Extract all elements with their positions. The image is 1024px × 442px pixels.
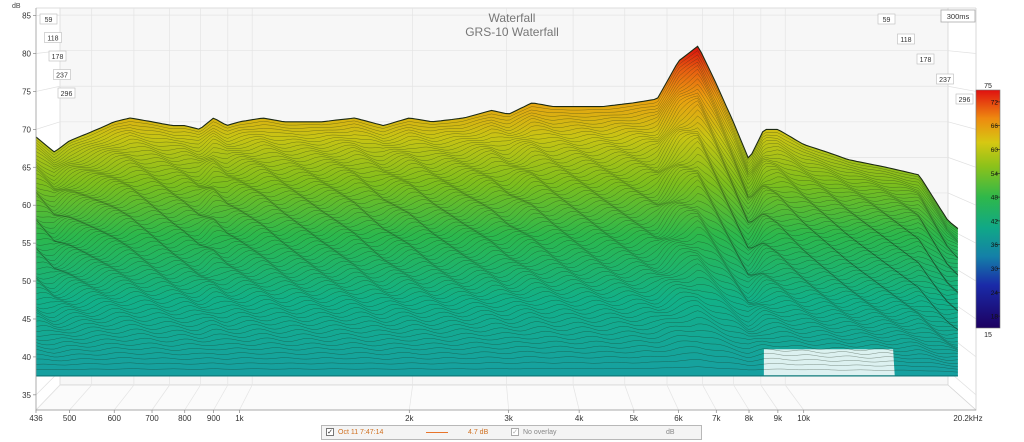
colorbar-tick-label: 30 bbox=[991, 266, 999, 273]
colorbar-tick-label: 60 bbox=[991, 147, 999, 154]
x-tick-label: 700 bbox=[145, 414, 159, 423]
unit-label: dB bbox=[666, 429, 675, 436]
time-label: 300ms bbox=[947, 12, 970, 21]
x-tick-label: 5k bbox=[630, 414, 639, 423]
colorbar-tick-label: 72 bbox=[991, 99, 999, 106]
colorbar-tick-label: 54 bbox=[991, 171, 999, 178]
y-tick-label: 80 bbox=[22, 50, 31, 59]
x-tick-label: 9k bbox=[774, 414, 783, 423]
y-tick-label: 50 bbox=[22, 277, 31, 286]
y-tick-label: 55 bbox=[22, 239, 31, 248]
colorbar-tick-label: 48 bbox=[991, 195, 999, 202]
colorbar-tick-label: 42 bbox=[991, 218, 999, 225]
y-tick-label: 45 bbox=[22, 315, 31, 324]
time-label-box: 300ms bbox=[940, 9, 976, 23]
colorbar-tick-label: 36 bbox=[991, 242, 999, 249]
colorbar: 18 24 30 36 42 48 54 60 66 72 75 15 bbox=[975, 83, 1001, 339]
colorbar-tick-label: 18 bbox=[991, 314, 999, 321]
time-slice-label-right: 296 bbox=[955, 93, 974, 105]
svg-text:237: 237 bbox=[56, 73, 68, 80]
x-tick-label: 4k bbox=[575, 414, 584, 423]
time-slice-label-right: 118 bbox=[897, 33, 915, 45]
measurement-line-swatch bbox=[426, 432, 448, 433]
colorbar-min-label: 15 bbox=[984, 332, 992, 339]
svg-text:237: 237 bbox=[939, 77, 951, 84]
y-tick-label: 65 bbox=[22, 163, 31, 172]
x-tick-label: 800 bbox=[178, 414, 192, 423]
x-axis-end-label: 20.2kHz bbox=[953, 414, 982, 423]
x-tick-label: 2k bbox=[405, 414, 414, 423]
svg-text:296: 296 bbox=[61, 91, 73, 98]
waterfall-surface bbox=[35, 45, 959, 377]
time-slice-label-left: 296 bbox=[57, 87, 76, 99]
waterfall-plot-svg: 59 59 118 118 178 178 237 237 296 296 35 40 45 50 55 6… bbox=[12, 3, 1001, 423]
measurement-label: Oct 11 7:47:14 bbox=[338, 429, 384, 436]
time-slice-label-right: 59 bbox=[877, 13, 896, 25]
x-tick-label: 3k bbox=[504, 414, 513, 423]
svg-text:118: 118 bbox=[900, 37, 911, 44]
x-tick-label: 600 bbox=[108, 414, 122, 423]
time-slice-label-left: 178 bbox=[48, 50, 67, 62]
svg-text:178: 178 bbox=[920, 57, 932, 64]
axis-layer: 35 40 45 50 55 60 65 70 75 80 85 436 500 600 700 800 900… bbox=[22, 8, 976, 423]
time-slice-label-right: 178 bbox=[916, 53, 935, 65]
legend-bar: ✓ Oct 11 7:47:14 4.7 dB ✓ No overlay dB bbox=[321, 425, 702, 440]
x-tick-label: 900 bbox=[207, 414, 221, 423]
overlay-label: No overlay bbox=[523, 429, 557, 436]
y-axis-label: dB bbox=[12, 3, 21, 10]
y-tick-label: 60 bbox=[22, 201, 31, 210]
chart-title: Waterfall bbox=[489, 11, 536, 25]
y-tick-label: 70 bbox=[22, 125, 31, 134]
x-tick-label: 8k bbox=[745, 414, 754, 423]
x-tick-label: 436 bbox=[29, 414, 43, 423]
svg-text:296: 296 bbox=[959, 97, 971, 104]
colorbar-gradient bbox=[975, 89, 1001, 329]
time-slice-label-right: 237 bbox=[936, 73, 954, 85]
time-slice-label-left: 118 bbox=[44, 32, 62, 43]
overlay-checkbox[interactable]: ✓ bbox=[511, 428, 519, 436]
y-tick-label: 75 bbox=[22, 87, 31, 96]
y-tick-label: 35 bbox=[22, 391, 31, 400]
svg-text:178: 178 bbox=[52, 54, 64, 61]
x-tick-label: 6k bbox=[674, 414, 683, 423]
colorbar-tick-label: 24 bbox=[991, 290, 999, 297]
x-tick-label: 10k bbox=[797, 414, 811, 423]
svg-text:59: 59 bbox=[883, 17, 891, 24]
x-tick-label: 7k bbox=[712, 414, 721, 423]
y-tick-label: 40 bbox=[22, 353, 31, 362]
svg-text:59: 59 bbox=[45, 17, 53, 24]
x-tick-label: 1k bbox=[235, 414, 244, 423]
svg-text:118: 118 bbox=[47, 36, 58, 43]
colorbar-max-label: 75 bbox=[984, 83, 992, 90]
chart-subtitle: GRS-10 Waterfall bbox=[465, 25, 559, 39]
smoothing-label: 4.7 dB bbox=[468, 429, 489, 436]
colorbar-tick-label: 66 bbox=[991, 123, 999, 130]
y-tick-label: 85 bbox=[22, 12, 31, 21]
time-slice-label-left: 237 bbox=[53, 69, 71, 80]
measurement-checkbox[interactable]: ✓ bbox=[326, 428, 334, 436]
time-slice-label-left: 59 bbox=[39, 13, 58, 25]
x-tick-label: 500 bbox=[63, 414, 77, 423]
